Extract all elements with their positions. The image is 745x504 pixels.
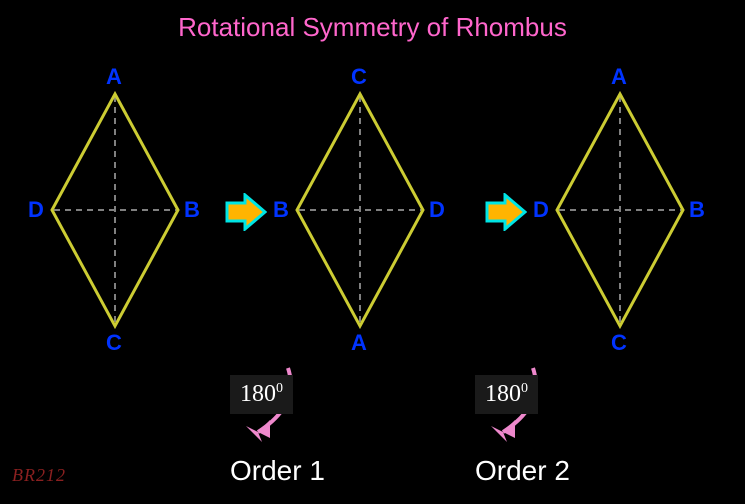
arrow-right-icon bbox=[225, 193, 267, 231]
rhombus-shape-1 bbox=[50, 90, 180, 330]
vertex-top-1: A bbox=[106, 64, 122, 90]
angle-sup-2: 0 bbox=[521, 381, 528, 396]
vertex-bottom-1: C bbox=[106, 330, 122, 356]
vertex-left-2: B bbox=[273, 197, 289, 223]
vertex-left-1: D bbox=[28, 197, 44, 223]
angle-label-2: 1800 bbox=[475, 375, 538, 414]
order-label-1: Order 1 bbox=[230, 455, 325, 487]
vertex-bottom-2: A bbox=[351, 330, 367, 356]
order-label-2: Order 2 bbox=[475, 455, 570, 487]
vertex-right-2: D bbox=[429, 197, 445, 223]
vertex-right-3: B bbox=[689, 197, 705, 223]
rhombus-3: A B C D bbox=[555, 90, 685, 335]
angle-value-2: 180 bbox=[485, 381, 521, 407]
transition-arrow-2 bbox=[485, 193, 527, 236]
watermark: BR212 bbox=[12, 465, 66, 486]
angle-value-1: 180 bbox=[240, 381, 276, 407]
vertex-bottom-3: C bbox=[611, 330, 627, 356]
title: Rotational Symmetry of Rhombus bbox=[0, 12, 745, 43]
arrow-right-icon bbox=[485, 193, 527, 231]
vertex-top-2: C bbox=[351, 64, 367, 90]
rhombus-1: A B C D bbox=[50, 90, 180, 335]
angle-label-1: 1800 bbox=[230, 375, 293, 414]
rhombus-shape-2 bbox=[295, 90, 425, 330]
vertex-right-1: B bbox=[184, 197, 200, 223]
transition-arrow-1 bbox=[225, 193, 267, 236]
rhombus-shape-3 bbox=[555, 90, 685, 330]
rhombus-2: C D A B bbox=[295, 90, 425, 335]
vertex-left-3: D bbox=[533, 197, 549, 223]
vertex-top-3: A bbox=[611, 64, 627, 90]
angle-sup-1: 0 bbox=[276, 381, 283, 396]
